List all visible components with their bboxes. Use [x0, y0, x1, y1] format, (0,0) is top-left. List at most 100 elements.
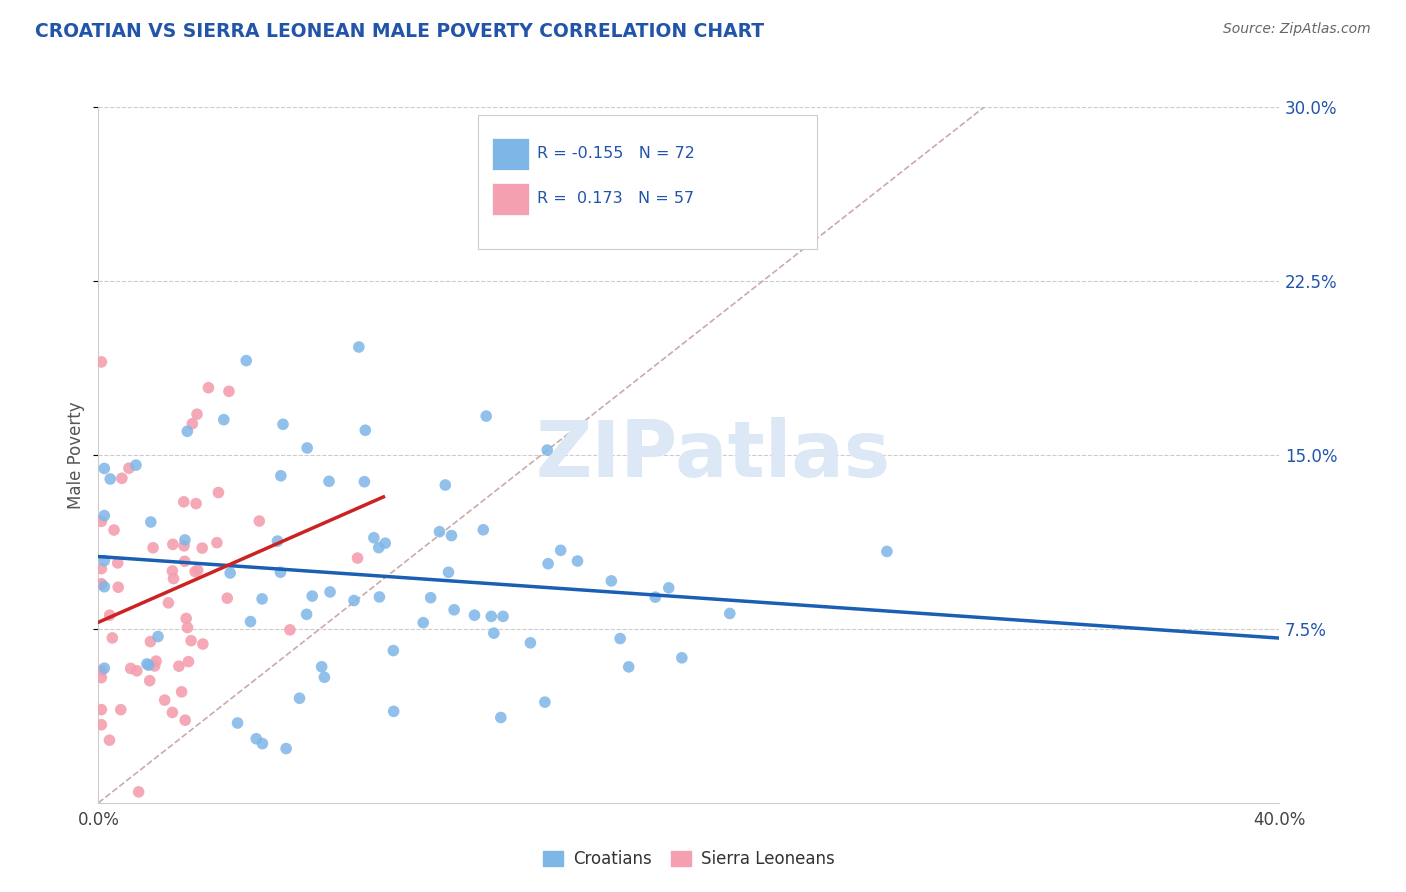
Point — [110, 703, 132, 717]
Point — [219, 566, 242, 580]
Point — [111, 471, 134, 485]
Point — [167, 659, 190, 673]
Point — [519, 636, 541, 650]
Point — [250, 591, 273, 606]
Point — [278, 623, 301, 637]
Point — [718, 607, 741, 621]
Point — [367, 541, 389, 555]
Point — [288, 691, 311, 706]
Point — [90, 355, 112, 369]
Point — [347, 340, 370, 354]
Point — [217, 591, 239, 606]
Point — [876, 544, 898, 558]
Point — [247, 514, 270, 528]
Text: ZIPatlas: ZIPatlas — [536, 417, 890, 493]
Point — [479, 609, 502, 624]
Point — [135, 657, 157, 671]
Point — [363, 531, 385, 545]
Point — [93, 508, 115, 523]
Point — [145, 654, 167, 668]
Point — [90, 703, 112, 717]
Point — [93, 553, 115, 567]
Point — [276, 741, 298, 756]
Point — [443, 603, 465, 617]
Point — [98, 733, 121, 747]
Point — [295, 607, 318, 622]
Point — [101, 631, 124, 645]
Point — [270, 468, 292, 483]
Point — [139, 515, 162, 529]
Point — [235, 353, 257, 368]
Point — [301, 589, 323, 603]
Y-axis label: Male Poverty: Male Poverty — [67, 401, 86, 508]
Point — [186, 407, 208, 421]
Point — [98, 608, 121, 623]
Point — [482, 626, 505, 640]
Point — [176, 425, 198, 439]
Point — [138, 673, 160, 688]
Point — [212, 412, 235, 426]
Point — [368, 590, 391, 604]
Point — [207, 485, 229, 500]
Point — [295, 441, 318, 455]
Point — [245, 731, 267, 746]
Point — [346, 551, 368, 566]
Point — [266, 534, 288, 549]
Point — [269, 565, 291, 579]
Point — [617, 660, 640, 674]
Point — [90, 577, 112, 591]
Point — [93, 461, 115, 475]
Point — [382, 643, 405, 657]
Point — [412, 615, 434, 630]
Point — [463, 608, 485, 623]
Text: R =  0.173   N = 57: R = 0.173 N = 57 — [537, 191, 695, 206]
Text: R = -0.155   N = 72: R = -0.155 N = 72 — [537, 146, 695, 161]
Point — [138, 658, 160, 673]
Point — [600, 574, 623, 588]
Point — [90, 717, 112, 731]
Point — [472, 523, 495, 537]
Point — [537, 557, 560, 571]
Point — [184, 497, 207, 511]
Point — [107, 556, 129, 570]
Point — [239, 615, 262, 629]
Point — [429, 524, 451, 539]
Point — [314, 670, 336, 684]
Point — [162, 572, 184, 586]
Point — [374, 536, 396, 550]
Point — [90, 664, 112, 678]
Point — [90, 671, 112, 685]
Point — [434, 478, 457, 492]
Point — [191, 637, 214, 651]
Point — [162, 564, 184, 578]
Point — [181, 417, 204, 431]
Point — [146, 630, 169, 644]
Point — [187, 563, 209, 577]
Point — [118, 461, 141, 475]
Point — [197, 381, 219, 395]
Point — [318, 475, 340, 489]
Point — [120, 661, 142, 675]
Point — [143, 659, 166, 673]
Legend: Croatians, Sierra Leoneans: Croatians, Sierra Leoneans — [536, 843, 842, 874]
Point — [162, 706, 184, 720]
Point — [174, 533, 197, 547]
Text: Source: ZipAtlas.com: Source: ZipAtlas.com — [1223, 22, 1371, 37]
Text: CROATIAN VS SIERRA LEONEAN MALE POVERTY CORRELATION CHART: CROATIAN VS SIERRA LEONEAN MALE POVERTY … — [35, 22, 765, 41]
Point — [440, 528, 463, 542]
Point — [437, 566, 460, 580]
Point — [419, 591, 441, 605]
Point — [343, 593, 366, 607]
Point — [382, 704, 405, 718]
Point — [492, 609, 515, 624]
Point — [174, 611, 197, 625]
Point — [177, 655, 200, 669]
Point — [609, 632, 631, 646]
Point — [226, 716, 249, 731]
Point — [103, 523, 125, 537]
Point — [658, 581, 681, 595]
Point — [567, 554, 589, 568]
Point — [162, 537, 184, 551]
Point — [173, 554, 195, 568]
Point — [191, 541, 214, 555]
